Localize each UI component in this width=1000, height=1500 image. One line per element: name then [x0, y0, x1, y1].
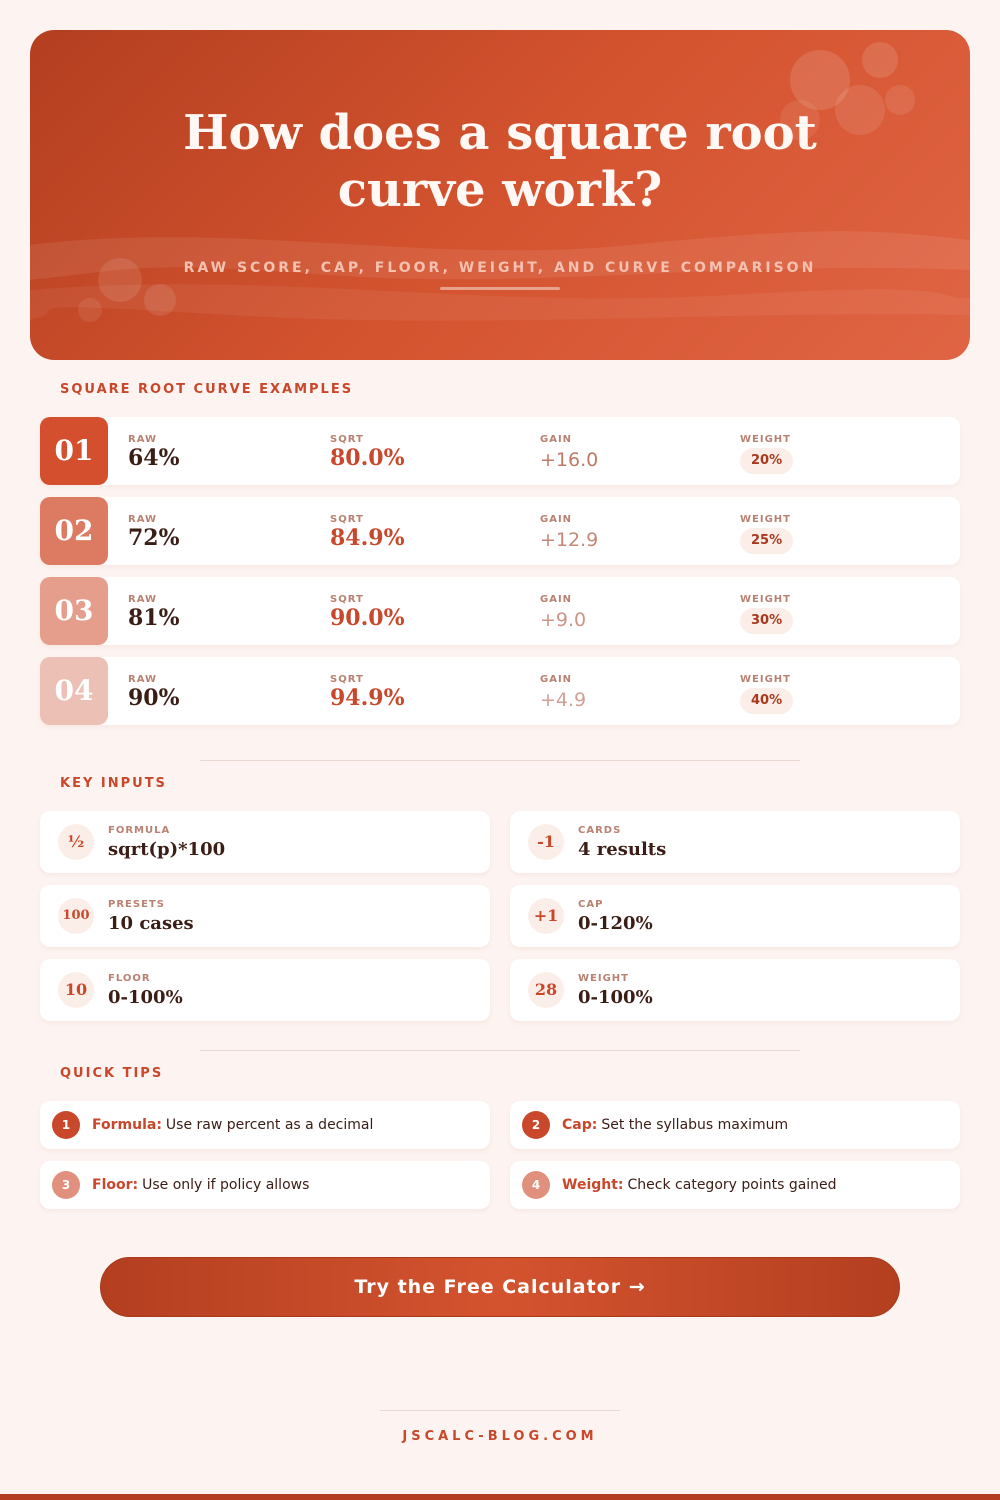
input-label: PRESETS [108, 899, 165, 910]
value-sqrt: 80.0% [330, 445, 405, 471]
row-index: 03 [40, 577, 108, 645]
tip-body: Check category points gained [627, 1177, 837, 1193]
tip-number: 4 [522, 1171, 550, 1199]
tip-label: Formula: [92, 1117, 162, 1133]
column-label: GAIN [540, 434, 573, 445]
value-raw: 72% [128, 525, 180, 551]
input-value: 0-120% [578, 913, 653, 934]
input-icon: 28 [528, 972, 564, 1008]
input-label: FORMULA [108, 825, 171, 836]
example-row: 02 RAW 72% SQRT 84.9% GAIN +12.9 WEIGHT 25% [40, 497, 960, 565]
section-heading: QUICK TIPS [60, 1066, 164, 1081]
section-heading: KEY INPUTS [60, 776, 167, 791]
value-raw: 64% [128, 445, 180, 471]
tip-text: Floor: Use only if policy allows [92, 1177, 309, 1193]
example-row: 01 RAW 64% SQRT 80.0% GAIN +16.0 WEIGHT 20% [40, 417, 960, 485]
column-label: WEIGHT [740, 434, 791, 445]
input-card: 100 PRESETS 10 cases [40, 885, 490, 947]
value-sqrt: 84.9% [330, 525, 405, 551]
column-label: RAW [128, 674, 158, 685]
input-label: FLOOR [108, 973, 151, 984]
input-value: 4 results [578, 839, 667, 860]
example-row: 03 RAW 81% SQRT 90.0% GAIN +9.0 WEIGHT 30% [40, 577, 960, 645]
input-value: 0-100% [578, 987, 653, 1008]
column-label: RAW [128, 434, 158, 445]
tip-body: Use only if policy allows [142, 1177, 310, 1193]
tip-text: Cap: Set the syllabus maximum [562, 1117, 788, 1133]
example-row: 04 RAW 90% SQRT 94.9% GAIN +4.9 WEIGHT 40% [40, 657, 960, 725]
column-label: SQRT [330, 594, 364, 605]
column-label: SQRT [330, 434, 364, 445]
tip-number: 1 [52, 1111, 80, 1139]
row-index: 04 [40, 657, 108, 725]
column-label: GAIN [540, 594, 573, 605]
input-icon: +1 [528, 898, 564, 934]
weight-pill: 40% [740, 688, 794, 714]
hero: How does a square root curve work? RAW S… [30, 30, 970, 360]
column-label: GAIN [540, 514, 573, 525]
input-icon: 100 [58, 898, 94, 934]
subtitle: RAW SCORE, CAP, FLOOR, WEIGHT, AND CURVE… [183, 260, 817, 276]
input-icon: -1 [528, 824, 564, 860]
input-label: CAP [578, 899, 604, 910]
weight-pill: 30% [740, 608, 794, 634]
input-card: 10 FLOOR 0-100% [40, 959, 490, 1021]
input-icon: ½ [58, 824, 94, 860]
input-label: WEIGHT [578, 973, 629, 984]
row-index: 01 [40, 417, 108, 485]
value-gain: +12.9 [540, 529, 599, 551]
input-card: ½ FORMULA sqrt(p)*100 [40, 811, 490, 873]
column-label: WEIGHT [740, 674, 791, 685]
weight-pill: 20% [740, 448, 794, 474]
input-card: 28 WEIGHT 0-100% [510, 959, 960, 1021]
column-label: GAIN [540, 674, 573, 685]
bottom-bar [0, 1494, 1000, 1500]
input-value: 10 cases [108, 913, 194, 934]
value-sqrt: 90.0% [330, 605, 405, 631]
column-label: RAW [128, 594, 158, 605]
column-label: SQRT [330, 514, 364, 525]
value-raw: 81% [128, 605, 180, 631]
title: How does a square root curve work? [183, 105, 817, 218]
value-gain: +4.9 [540, 689, 587, 711]
tip-card: 2 Cap: Set the syllabus maximum [510, 1101, 960, 1149]
row-index: 02 [40, 497, 108, 565]
input-card: -1 CARDS 4 results [510, 811, 960, 873]
hero-decor [30, 42, 970, 322]
value-sqrt: 94.9% [330, 685, 405, 711]
input-value: 0-100% [108, 987, 183, 1008]
value-raw: 90% [128, 685, 180, 711]
column-label: RAW [128, 514, 158, 525]
input-label: CARDS [578, 825, 622, 836]
input-value: sqrt(p)*100 [108, 839, 226, 860]
tip-text: Formula: Use raw percent as a decimal [92, 1117, 373, 1133]
tip-card: 1 Formula: Use raw percent as a decimal [40, 1101, 490, 1149]
column-label: WEIGHT [740, 514, 791, 525]
tip-body: Use raw percent as a decimal [165, 1117, 374, 1133]
value-gain: +9.0 [540, 609, 587, 631]
tip-number: 3 [52, 1171, 80, 1199]
tip-body: Set the syllabus maximum [601, 1117, 789, 1133]
tip-card: 4 Weight: Check category points gained [510, 1161, 960, 1209]
input-card: +1 CAP 0-120% [510, 885, 960, 947]
divider [380, 1410, 620, 1411]
weight-pill: 25% [740, 528, 794, 554]
tip-text: Weight: Check category points gained [562, 1177, 837, 1193]
tip-label: Weight: [562, 1177, 624, 1193]
tip-label: Cap: [562, 1117, 598, 1133]
tip-card: 3 Floor: Use only if policy allows [40, 1161, 490, 1209]
input-icon: 10 [58, 972, 94, 1008]
cta-button[interactable]: Try the Free Calculator → [100, 1257, 900, 1317]
footer: JSCALC-BLOG.COM [402, 1429, 598, 1444]
section-heading: SQUARE ROOT CURVE EXAMPLES [60, 382, 354, 397]
value-gain: +16.0 [540, 449, 599, 471]
column-label: SQRT [330, 674, 364, 685]
column-label: WEIGHT [740, 594, 791, 605]
tip-label: Floor: [92, 1177, 139, 1193]
divider [200, 1050, 800, 1051]
divider [200, 760, 800, 761]
tip-number: 2 [522, 1111, 550, 1139]
